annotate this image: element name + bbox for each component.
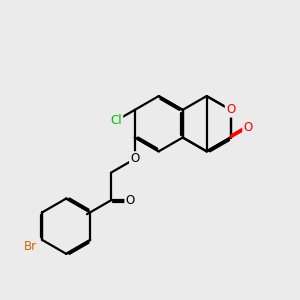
Text: Br: Br (24, 240, 37, 253)
Text: Cl: Cl (110, 114, 122, 127)
Text: O: O (243, 121, 253, 134)
Text: O: O (130, 152, 140, 165)
Text: O: O (126, 194, 135, 207)
Text: O: O (226, 103, 235, 116)
